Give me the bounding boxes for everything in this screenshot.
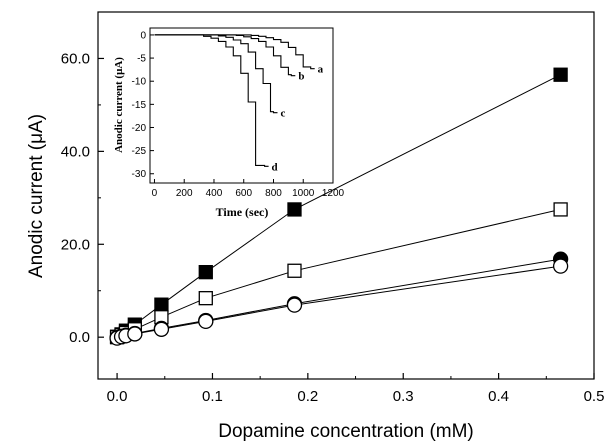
main-data-point [287, 263, 302, 278]
main-data-point [154, 297, 169, 312]
main-data-point [153, 321, 170, 337]
main-y-tick-label: 40.0 [61, 143, 90, 160]
inset-y-tick-label: -25 [132, 146, 147, 157]
main-series-markers [109, 67, 569, 346]
main-x-tick-label: 0.4 [488, 388, 509, 405]
inset-trace-label-a: a [318, 64, 324, 76]
main-x-axis-label: Dopamine concentration (mM) [218, 421, 474, 442]
main-data-point [552, 258, 569, 274]
inset-y-tick-label: -30 [132, 169, 147, 180]
main-y-axis-label: Anodic current (μA) [26, 114, 47, 278]
inset-trace-c [154, 34, 278, 114]
inset-background [150, 28, 333, 183]
main-data-point [553, 67, 568, 82]
main-data-point [127, 326, 143, 342]
inset-y-tick-label: 0 [140, 30, 146, 41]
inset-x-tick-label: 400 [206, 188, 223, 199]
inset-x-axis-label: Time (sec) [216, 205, 269, 219]
main-x-tick-label: 0.2 [297, 388, 318, 405]
main-chart: 0.0 0.1 0.2 0.3 0.4 0.5 0.0 20.0 40.0 60.0 Dopami… [26, 11, 605, 442]
main-y-tick-label: 0.0 [69, 329, 90, 346]
inset-plot-frame [149, 27, 334, 184]
main-ticks: 0.0 0.1 0.2 0.3 0.4 0.5 0.0 20.0 40.0 60.0 [61, 11, 605, 405]
inset-y-tick-label: -20 [132, 123, 147, 134]
main-series-line-4 [116, 265, 561, 339]
inset-trace-label-c: c [280, 108, 285, 120]
main-y-tick-label: 20.0 [61, 236, 90, 253]
main-data-point [287, 202, 302, 217]
main-data-point [286, 297, 303, 313]
inset-x-tick-label: 200 [176, 188, 193, 199]
main-plot-frame [97, 11, 595, 380]
inset-y-tick-label: -5 [137, 54, 146, 65]
inset-trace-d [154, 34, 269, 167]
inset-trace-a [154, 34, 315, 70]
inset-x-tick-label: 1000 [292, 188, 315, 199]
inset-x-tick-label: 1200 [322, 188, 345, 199]
main-x-tick-label: 0.1 [202, 388, 223, 405]
inset-chart: 0 200 400 600 800 1000 12000-5-10-15-20-25-30 … [113, 27, 345, 219]
main-x-tick-label: 0.0 [107, 388, 128, 405]
inset-y-axis-label: Anodic current (μA) [113, 57, 125, 153]
inset-trace-label-d: d [272, 161, 278, 173]
inset-series-labels: a b c d [272, 64, 324, 174]
main-x-tick-label: 0.3 [393, 388, 414, 405]
inset-x-tick-label: 0 [152, 188, 158, 199]
main-data-point [198, 265, 213, 280]
inset-trace-b [154, 34, 296, 77]
main-data-point [553, 202, 568, 217]
main-x-tick-label: 0.5 [584, 388, 605, 405]
inset-y-tick-label: -15 [132, 100, 147, 111]
inset-series-lines [154, 34, 315, 167]
main-series-line-2 [116, 208, 561, 338]
inset-trace-label-b: b [298, 71, 304, 83]
main-y-tick-label: 60.0 [61, 50, 90, 67]
inset-y-tick-label: -10 [132, 77, 147, 88]
inset-ticks: 0 200 400 600 800 1000 1200 0 -5 -10 -15 -20 -25 -30 [132, 30, 345, 199]
main-data-point [198, 291, 213, 306]
inset-x-tick-label: 600 [235, 188, 252, 199]
main-data-point [198, 313, 214, 330]
inset-x-tick-label: 800 [265, 188, 282, 199]
